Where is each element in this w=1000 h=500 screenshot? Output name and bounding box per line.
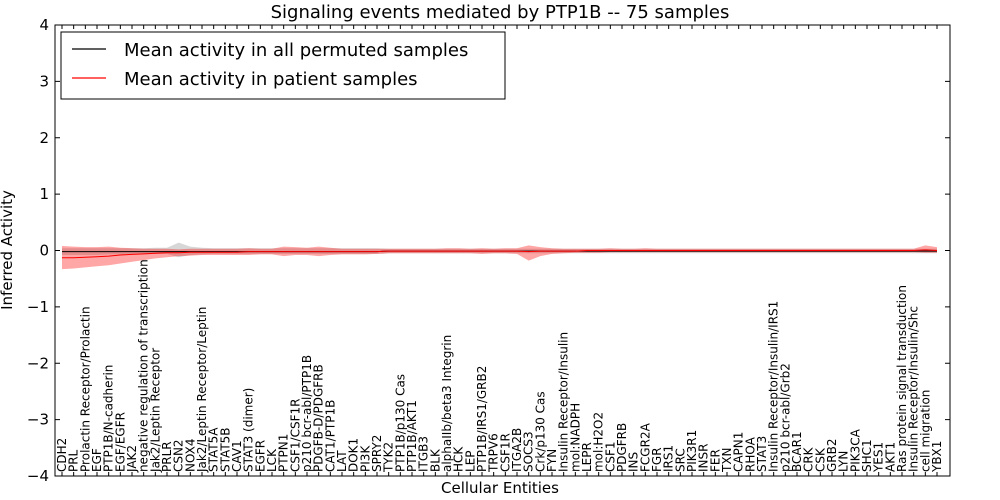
x-category-label: EGFR (253, 440, 267, 472)
x-category-label: SRC (673, 448, 687, 472)
x-category-label: TRPV6 (487, 433, 501, 473)
x-category-label: INS (627, 452, 641, 472)
x-category-label: Insulin Receptor/Insulin/IRS1 (767, 301, 781, 472)
y-tick-label: −1 (27, 298, 49, 316)
chart-title: Signaling events mediated by PTP1B -- 75… (271, 2, 730, 23)
x-category-label: PTP1B/p130 Cas (393, 374, 407, 472)
x-category-label: CAPN1 (732, 432, 746, 472)
x-category-label: PDGFRB (615, 423, 629, 472)
x-category-label: EGF/EGFR (113, 412, 127, 472)
x-category-label: Prolactin Receptor/Prolactin (78, 306, 92, 472)
x-category-label: STAT5A (207, 427, 221, 472)
x-category-label: BLK (428, 448, 442, 472)
legend-label-patient: Mean activity in patient samples (124, 69, 418, 90)
x-category-label: Ras protein signal transduction (895, 285, 909, 472)
x-category-label: NOX4 (183, 438, 197, 472)
x-axis-label: Cellular Entities (441, 479, 559, 497)
x-category-label: PRL (67, 449, 81, 472)
x-category-label: negative regulation of transcription (137, 259, 151, 472)
x-category-label: p210 bcr-abl/PTP1B (300, 355, 314, 472)
y-tick-label: 2 (39, 129, 49, 147)
x-category-label: EGF (90, 448, 104, 472)
x-category-label: FER (708, 449, 722, 472)
y-tick-label: 3 (39, 72, 49, 90)
x-category-label: alphaIIb/beta3 Integrin (440, 335, 454, 472)
x-category-label: FCGR2A (638, 422, 652, 472)
x-category-label: YES1 (872, 442, 886, 473)
x-category-label: CSF1 (603, 441, 617, 472)
y-tick-label: 0 (39, 242, 49, 260)
x-category-label: STAT3 (dimer) (242, 388, 256, 472)
x-category-label: SHC1 (860, 439, 874, 472)
x-category-label: CRK (802, 446, 816, 472)
legend-label-permuted: Mean activity in all permuted samples (124, 40, 468, 61)
x-category-label: STAT3 (755, 436, 769, 472)
x-category-label: YBX1 (930, 441, 944, 473)
x-category-label: PTP1B/AKT1 (405, 400, 419, 472)
x-category-label: JAK2 (125, 445, 139, 473)
x-category-label: Insulin Receptor/Insulin (557, 332, 571, 472)
x-category-label: RHOA (743, 436, 757, 472)
x-category-label: LEP (463, 450, 477, 472)
y-tick-label: −2 (27, 354, 49, 372)
x-category-label: CSK (813, 447, 827, 472)
x-category-label: FYN (545, 449, 559, 472)
x-category-label: CSN2 (172, 439, 186, 472)
x-category-label: LCK (265, 448, 279, 472)
x-category-label: ITGB3 (417, 436, 431, 472)
band-patient (62, 245, 937, 270)
x-category-label: GRB2 (825, 438, 839, 472)
x-category-label: Insulin Receptor/Insulin/Shc (907, 306, 921, 472)
x-category-label: SOCS3 (522, 431, 536, 472)
x-category-label: LYN (837, 451, 851, 472)
x-category-label: Crk/p130 Cas (533, 391, 547, 472)
x-category-label: PDGFB-D/PDGFRB (312, 364, 326, 472)
y-axis-label: Inferred Activity (0, 190, 16, 310)
legend-box (60, 31, 506, 100)
x-category-label: cell migration (918, 390, 932, 472)
x-category-label: CDH2 (55, 438, 69, 472)
x-category-label: PRLR (160, 441, 174, 472)
x-category-label: mol:NADPH (568, 403, 582, 472)
band-permuted (62, 242, 937, 258)
x-category-label: STAT5B (218, 427, 232, 472)
x-category-label: TYK2 (382, 442, 396, 473)
y-tick-label: −3 (27, 411, 49, 429)
x-category-label: CAT1/PTP1B (323, 400, 337, 472)
x-category-label: p210 bcr-abl/Grb2 (778, 363, 792, 472)
x-category-label: PIK3CA (848, 428, 862, 472)
x-category-label: INSR (697, 444, 711, 472)
x-category-label: DOK1 (347, 438, 361, 472)
x-category-label: CSF1/CSF1R (288, 399, 302, 472)
x-category-label: HCK (452, 446, 466, 472)
x-category-label: mol:H2O2 (592, 412, 606, 472)
x-category-label: TXN (720, 447, 734, 473)
x-category-label: Jak2/Leptin Receptor (148, 348, 162, 473)
x-category-label: LEPR (580, 442, 594, 472)
y-tick-label: 1 (39, 185, 49, 203)
x-category-label: PTP1B/N-cadherin (102, 365, 116, 472)
x-category-label: CAV1 (230, 440, 244, 472)
x-category-label: Jak2/Leptin Receptor/Leptin (195, 307, 209, 473)
x-category-label: AKT1 (883, 442, 897, 472)
x-category-label: CSF1R (498, 433, 512, 472)
y-tick-label: −4 (27, 467, 49, 485)
x-category-label: LAT (335, 450, 349, 472)
x-category-label: ITGA2B (510, 428, 524, 472)
x-category-label: FGR (650, 447, 664, 472)
x-category-label: PTPN1 (277, 434, 291, 472)
x-category-label: PTP1B/IRS1/GRB2 (475, 366, 489, 472)
line-patient (62, 249, 938, 259)
x-category-label: BCAR1 (790, 431, 804, 472)
y-tick-label: 4 (39, 16, 49, 34)
x-category-label: PI3K (358, 445, 372, 472)
x-category-label: IRS1 (662, 445, 676, 472)
x-category-label: PIK3R1 (685, 430, 699, 472)
legend: Mean activity in all permuted samples Me… (60, 31, 506, 100)
x-category-label: SPRY2 (370, 435, 384, 472)
